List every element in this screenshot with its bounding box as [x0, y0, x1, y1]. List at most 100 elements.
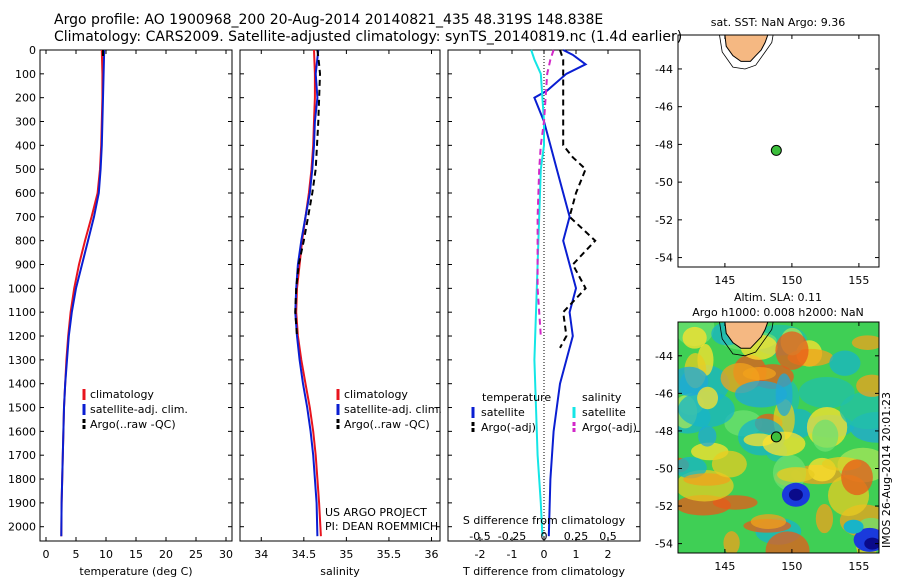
y-tick-label: 1400 — [8, 378, 36, 391]
heatmap-cell — [777, 467, 815, 483]
x-tick-label-secondary: -0.25 — [498, 530, 526, 543]
x-tick-label: 20 — [159, 548, 173, 561]
legend-entry: satellite-adj. clim. — [344, 403, 442, 416]
y-tick-label: -44 — [655, 63, 673, 76]
heatmap-cell — [859, 517, 879, 531]
legend-difference: temperature salinity satellite Argo(-adj) sa… — [463, 391, 637, 561]
y-tick-label: 1000 — [8, 282, 36, 295]
map-sla: 145 150 155 -44 -46 -48 -50 -52 -54 — [655, 321, 880, 573]
legend-entry: Argo(..raw -QC) — [344, 418, 430, 431]
series-argo-adj- — [559, 49, 597, 349]
x-tick-label: 25 — [189, 548, 203, 561]
heatmap-cell — [798, 376, 855, 409]
y-tick-label: 1700 — [8, 449, 36, 462]
heatmap-cell — [775, 331, 809, 370]
y-tick-label: 900 — [15, 259, 36, 272]
legend-entry: climatology — [344, 388, 408, 401]
y-tick-label: -48 — [655, 425, 673, 438]
argo-position-marker — [770, 144, 782, 156]
heatmap-cell — [815, 504, 834, 534]
legend-header-salinity: salinity — [582, 391, 622, 404]
x-tick-label: 34 — [254, 548, 268, 561]
y-tick-label: -48 — [655, 138, 673, 151]
legend-entry: Argo(-adj) — [582, 421, 637, 434]
heatmap-cell — [839, 391, 879, 430]
y-tick-label: 1600 — [8, 425, 36, 438]
x-tick-label: 0 — [43, 548, 50, 561]
heatmap-cell — [829, 350, 861, 376]
heatmap-cell — [864, 537, 879, 550]
legend-entry: satellite — [481, 406, 525, 419]
x-tick-label: 15 — [129, 548, 143, 561]
y-tick-label: 800 — [15, 235, 36, 248]
x-tick-label: 0 — [541, 548, 548, 561]
panel-difference: T difference from climatology — [447, 49, 641, 578]
x-tick-label: 36 — [424, 548, 438, 561]
heatmap-cell — [678, 366, 709, 396]
heatmap-cell — [697, 386, 719, 410]
x-axis-label: T difference from climatology — [462, 565, 625, 578]
legend-entry: satellite — [582, 406, 626, 419]
heatmap-cell — [765, 531, 810, 553]
y-tick-label: 400 — [15, 139, 36, 152]
map-frame — [677, 321, 880, 554]
x-tick-label-secondary: -0.5 — [469, 530, 490, 543]
heatmap-cell — [856, 374, 879, 397]
plot-frame — [239, 49, 441, 542]
heatmap-cell — [682, 326, 707, 349]
y-tick-label: 1100 — [8, 306, 36, 319]
legend-temperature: climatology satellite-adj. clim. Argo(..ra… — [82, 388, 188, 431]
x-axis-label: salinity — [320, 565, 360, 578]
heatmap-cell — [723, 531, 740, 553]
x-tick-label: 1 — [573, 548, 580, 561]
x-tick-label: 10 — [99, 548, 113, 561]
y-tick-label: 0 — [29, 44, 36, 57]
figure-title-line1: Argo profile: AO 1900968_200 20-Aug-2014… — [54, 12, 604, 28]
legend-entry: climatology — [90, 388, 154, 401]
legend-entry: Argo(-adj) — [481, 421, 536, 434]
x-tick-label: -1 — [507, 548, 518, 561]
legend-header-temperature: temperature — [482, 391, 551, 404]
y-tick-label: 100 — [15, 68, 36, 81]
heatmap-cell — [711, 450, 747, 478]
argo-position-marker — [770, 431, 782, 443]
heatmap-cell — [678, 391, 735, 428]
y-tick-label: 1800 — [8, 473, 36, 486]
heatmap-cell — [788, 488, 803, 501]
annotation-pi: PI: DEAN ROEMMICH — [325, 520, 438, 533]
x-tick-label: 5 — [73, 548, 80, 561]
figure-title-line2: Climatology: CARS2009. Satellite-adjuste… — [54, 29, 683, 45]
y-tick-label: 700 — [15, 211, 36, 224]
bathymetry-contour — [719, 322, 774, 357]
map-sst-title: sat. SST: NaN Argo: 9.36 — [711, 16, 845, 29]
y-tick-label: 2000 — [8, 521, 36, 534]
heatmap-cell — [678, 495, 731, 516]
map-sla-title: Altim. SLA: 0.11 — [734, 291, 822, 304]
heatmap-cell — [750, 514, 787, 529]
map-area — [678, 322, 879, 553]
x-tick-label: 155 — [848, 274, 869, 287]
bathymetry-contour — [719, 35, 774, 70]
heatmap-cell — [734, 380, 787, 408]
y-tick-label: 1500 — [8, 402, 36, 415]
x-tick-label-secondary: 0 — [541, 530, 548, 543]
imos-watermark: IMOS 26-Aug-2014 20:01:23 — [880, 392, 893, 548]
x-tick-label: 150 — [781, 560, 802, 573]
map-sst: 145 150 155 -44 -46 -48 -50 -52 -54 — [655, 34, 880, 287]
y-tick-label: -52 — [655, 500, 673, 513]
heatmap-cell — [851, 335, 879, 350]
x-axis-label-secondary: S difference from climatology — [463, 514, 626, 527]
heatmap-cell — [698, 425, 717, 447]
x-tick-label: -2 — [475, 548, 486, 561]
heatmap-cell — [683, 473, 731, 486]
y-tick-label: -54 — [655, 252, 673, 265]
y-tick-label: 600 — [15, 187, 36, 200]
y-tick-label: 500 — [15, 163, 36, 176]
panel-salinity: 34 34.5 35 35.5 36 salinity — [239, 49, 441, 578]
legend-salinity: climatology satellite-adj. clim. Argo(..ra… — [336, 388, 442, 431]
x-tick-label: 145 — [714, 560, 735, 573]
y-tick-label: -46 — [655, 387, 673, 400]
heatmap-cell — [762, 431, 806, 456]
legend-entry: Argo(..raw -QC) — [90, 418, 176, 431]
